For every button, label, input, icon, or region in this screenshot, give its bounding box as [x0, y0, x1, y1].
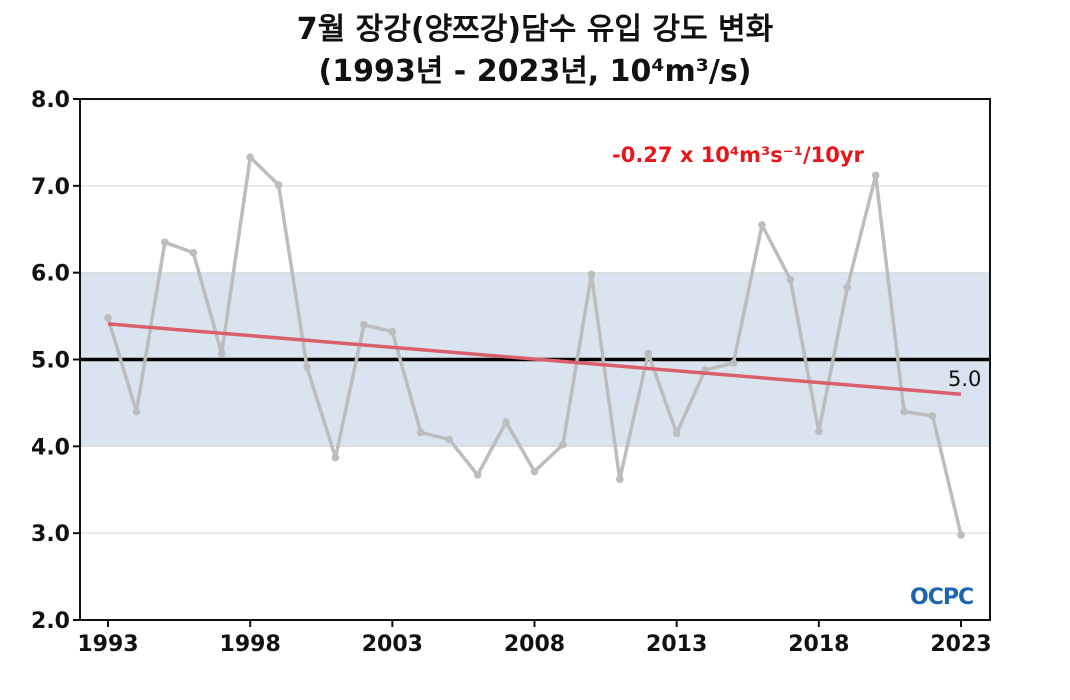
data-point [616, 475, 624, 484]
x-tick-label: 1993 [77, 632, 138, 657]
data-point [132, 407, 141, 416]
data-point [502, 418, 510, 426]
x-tick-label: 2003 [362, 632, 423, 657]
data-point [445, 435, 454, 444]
y-tick-label: 2.0 [31, 609, 70, 634]
data-point [672, 429, 681, 438]
chart-title: 7월 장강(양쯔강)담수 유입 강도 변화 [296, 12, 774, 47]
data-point [587, 270, 596, 279]
data-point [217, 349, 226, 358]
data-point [843, 283, 852, 292]
y-tick-label: 4.0 [31, 435, 70, 460]
reference-value-label: 5.0 [948, 367, 981, 391]
data-point [416, 428, 425, 437]
trend-line [107, 322, 962, 396]
x-tick-label: 2013 [646, 632, 707, 657]
trend-rate-label: -0.27 x 10⁴m³s⁻¹/10yr [612, 143, 865, 167]
y-tick-label: 5.0 [31, 349, 70, 374]
data-point [815, 427, 823, 436]
data-point [161, 238, 169, 247]
y-tick-label: 7.0 [31, 175, 70, 200]
data-point [786, 275, 795, 284]
y-tick-label: 3.0 [31, 522, 70, 547]
chart-subtitle: (1993년 - 2023년, 10⁴m³/s) [318, 54, 752, 89]
data-point [189, 248, 198, 257]
data-point [900, 407, 908, 416]
data-point [360, 320, 368, 329]
data-point [473, 471, 482, 479]
x-tick-label: 2008 [504, 632, 565, 657]
data-point [331, 453, 340, 462]
data-point [246, 153, 254, 161]
data-point [388, 327, 397, 336]
data-point [644, 349, 653, 358]
x-tick-label: 2023 [930, 632, 991, 657]
data-point [957, 531, 965, 539]
x-tick-label: 2018 [788, 632, 849, 657]
y-tick-label: 8.0 [31, 88, 70, 113]
data-point [303, 363, 311, 372]
data-point [274, 181, 283, 189]
data-point [928, 412, 937, 420]
data-point [871, 171, 880, 180]
data-point [530, 467, 539, 476]
x-tick-label: 1998 [220, 632, 281, 657]
ocpc-logo: OCPC [910, 585, 973, 610]
data-point [729, 359, 738, 367]
data-point [758, 221, 766, 229]
data-point [104, 314, 112, 322]
data-point [559, 440, 567, 449]
y-tick-label: 6.0 [31, 262, 70, 287]
